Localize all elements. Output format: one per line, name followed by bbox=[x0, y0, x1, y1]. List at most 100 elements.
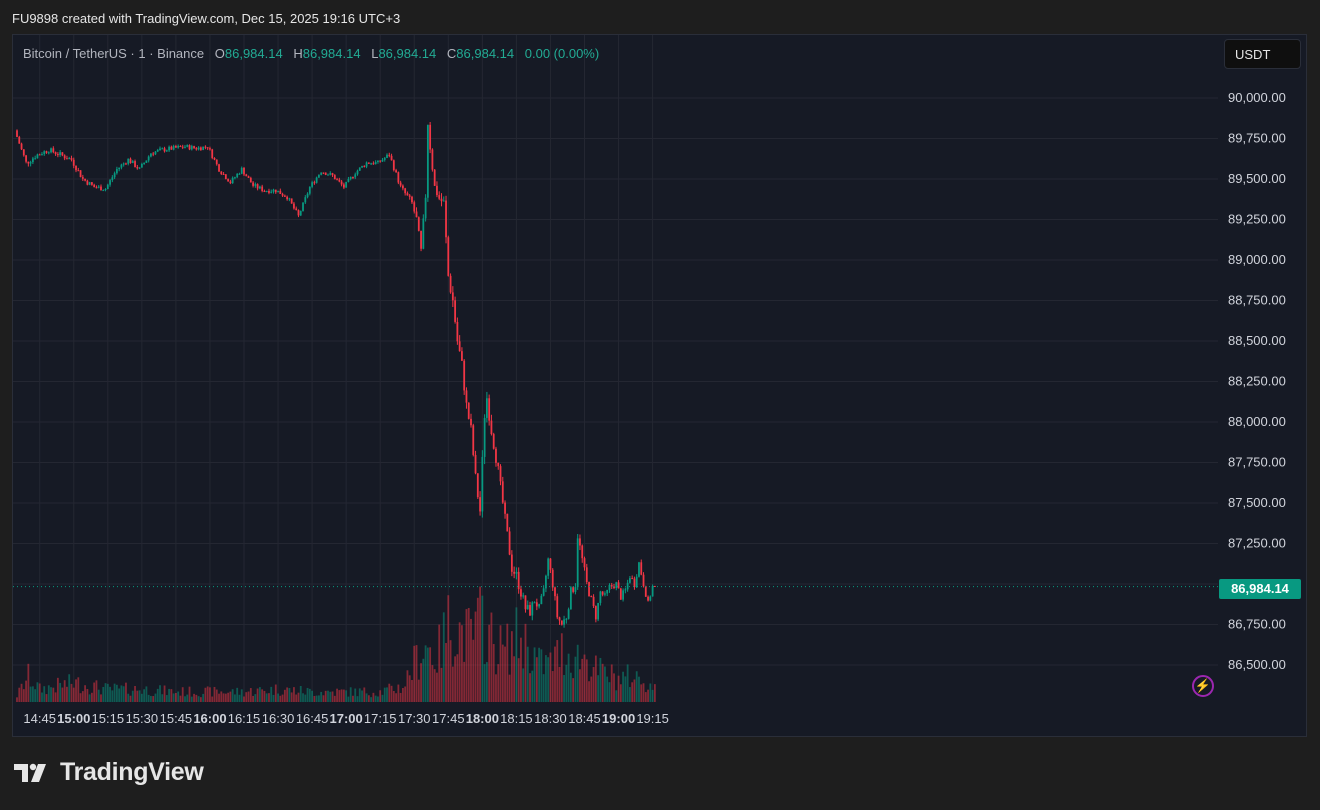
volume-bar bbox=[72, 687, 75, 702]
low-label: L bbox=[371, 46, 379, 61]
candle bbox=[535, 598, 538, 611]
volume-bar bbox=[594, 655, 597, 702]
candle bbox=[413, 200, 416, 214]
candle bbox=[633, 576, 636, 590]
candle bbox=[465, 387, 468, 409]
tradingview-brand[interactable]: TradingView bbox=[14, 758, 204, 787]
candle bbox=[563, 615, 565, 628]
candle bbox=[640, 559, 643, 576]
candle bbox=[431, 148, 434, 172]
candle bbox=[86, 179, 89, 186]
candle bbox=[59, 150, 62, 157]
lightning-icon[interactable]: ⚡ bbox=[1192, 675, 1214, 697]
volume-bar bbox=[113, 683, 116, 702]
volume-bar bbox=[322, 695, 325, 702]
candle bbox=[113, 171, 116, 180]
candle bbox=[547, 557, 550, 580]
candle bbox=[211, 148, 214, 160]
candle bbox=[308, 186, 311, 196]
volume-bar bbox=[567, 653, 570, 702]
volume-bar bbox=[313, 695, 316, 702]
candle bbox=[629, 576, 631, 584]
volume-bar bbox=[118, 688, 121, 702]
candle bbox=[569, 585, 572, 610]
candle bbox=[45, 150, 48, 154]
price-tick-label: 89,750.00 bbox=[1228, 131, 1286, 146]
volume-bar bbox=[488, 624, 491, 702]
candle bbox=[120, 163, 123, 170]
volume-bar bbox=[395, 693, 397, 702]
volume-bar bbox=[279, 695, 282, 702]
volume-bar bbox=[52, 687, 55, 702]
volume-bar bbox=[438, 624, 441, 702]
candle bbox=[234, 176, 236, 180]
candle bbox=[47, 151, 50, 155]
candle bbox=[111, 175, 114, 183]
candle bbox=[433, 169, 436, 186]
candle bbox=[481, 450, 484, 518]
candle bbox=[243, 166, 245, 176]
candle bbox=[358, 167, 361, 171]
candle bbox=[258, 185, 261, 190]
high-label: H bbox=[293, 46, 303, 61]
volume-bar bbox=[163, 685, 166, 702]
candle bbox=[388, 152, 391, 158]
volume-bar bbox=[429, 647, 432, 702]
candle bbox=[644, 585, 647, 597]
volume-bar bbox=[145, 686, 148, 702]
volume-bar bbox=[533, 647, 536, 702]
candle bbox=[567, 607, 570, 620]
candle bbox=[236, 173, 239, 179]
symbol-label[interactable]: Bitcoin / TetherUS · 1 · Binance bbox=[23, 46, 205, 61]
volume-bar bbox=[181, 687, 184, 702]
volume-bars bbox=[16, 586, 656, 702]
volume-bar bbox=[472, 639, 475, 702]
volume-bar bbox=[638, 676, 640, 702]
volume-bar bbox=[485, 662, 488, 702]
volume-bar bbox=[306, 687, 309, 702]
volume-bar bbox=[88, 694, 91, 702]
candle bbox=[224, 174, 227, 180]
candle bbox=[320, 172, 323, 176]
candle bbox=[370, 162, 373, 166]
volume-bar bbox=[336, 688, 338, 702]
volume-bar bbox=[175, 692, 177, 702]
candle bbox=[504, 500, 506, 519]
volume-bar bbox=[249, 688, 252, 702]
candle bbox=[426, 124, 429, 202]
candle bbox=[281, 192, 284, 198]
volume-bar bbox=[156, 688, 159, 702]
candle bbox=[458, 335, 461, 352]
candle bbox=[31, 156, 34, 165]
volume-bar bbox=[647, 689, 649, 702]
volume-bar bbox=[599, 657, 602, 702]
candle bbox=[490, 414, 493, 436]
volume-bar bbox=[197, 696, 200, 702]
volume-bar bbox=[506, 623, 509, 702]
candle bbox=[631, 575, 634, 580]
candle bbox=[268, 188, 270, 195]
candle bbox=[43, 150, 46, 156]
volume-bar bbox=[333, 695, 336, 702]
volume-bar bbox=[406, 670, 409, 702]
candle bbox=[129, 157, 132, 164]
volume-bar bbox=[227, 692, 230, 702]
volume-bar bbox=[436, 672, 438, 702]
last-price-label: 86,984.14 bbox=[1219, 579, 1301, 599]
currency-button[interactable]: USDT bbox=[1224, 39, 1301, 69]
volume-bar bbox=[554, 646, 556, 702]
candle bbox=[642, 572, 645, 588]
candle bbox=[115, 166, 118, 175]
volume-bar bbox=[54, 692, 57, 702]
candle bbox=[588, 581, 590, 597]
candle bbox=[379, 160, 382, 163]
price-chart[interactable]: 90,000.00 89,750.00 89,500.00 89,250.00 89,0… bbox=[13, 35, 1307, 737]
candle bbox=[638, 561, 640, 578]
volume-bar bbox=[352, 695, 354, 702]
volume-bar bbox=[186, 694, 189, 702]
candle bbox=[438, 191, 441, 201]
volume-bar bbox=[229, 691, 232, 702]
candle bbox=[565, 617, 568, 624]
candle bbox=[161, 147, 164, 150]
chart-panel[interactable]: 90,000.00 89,750.00 89,500.00 89,250.00 89,0… bbox=[12, 34, 1307, 737]
